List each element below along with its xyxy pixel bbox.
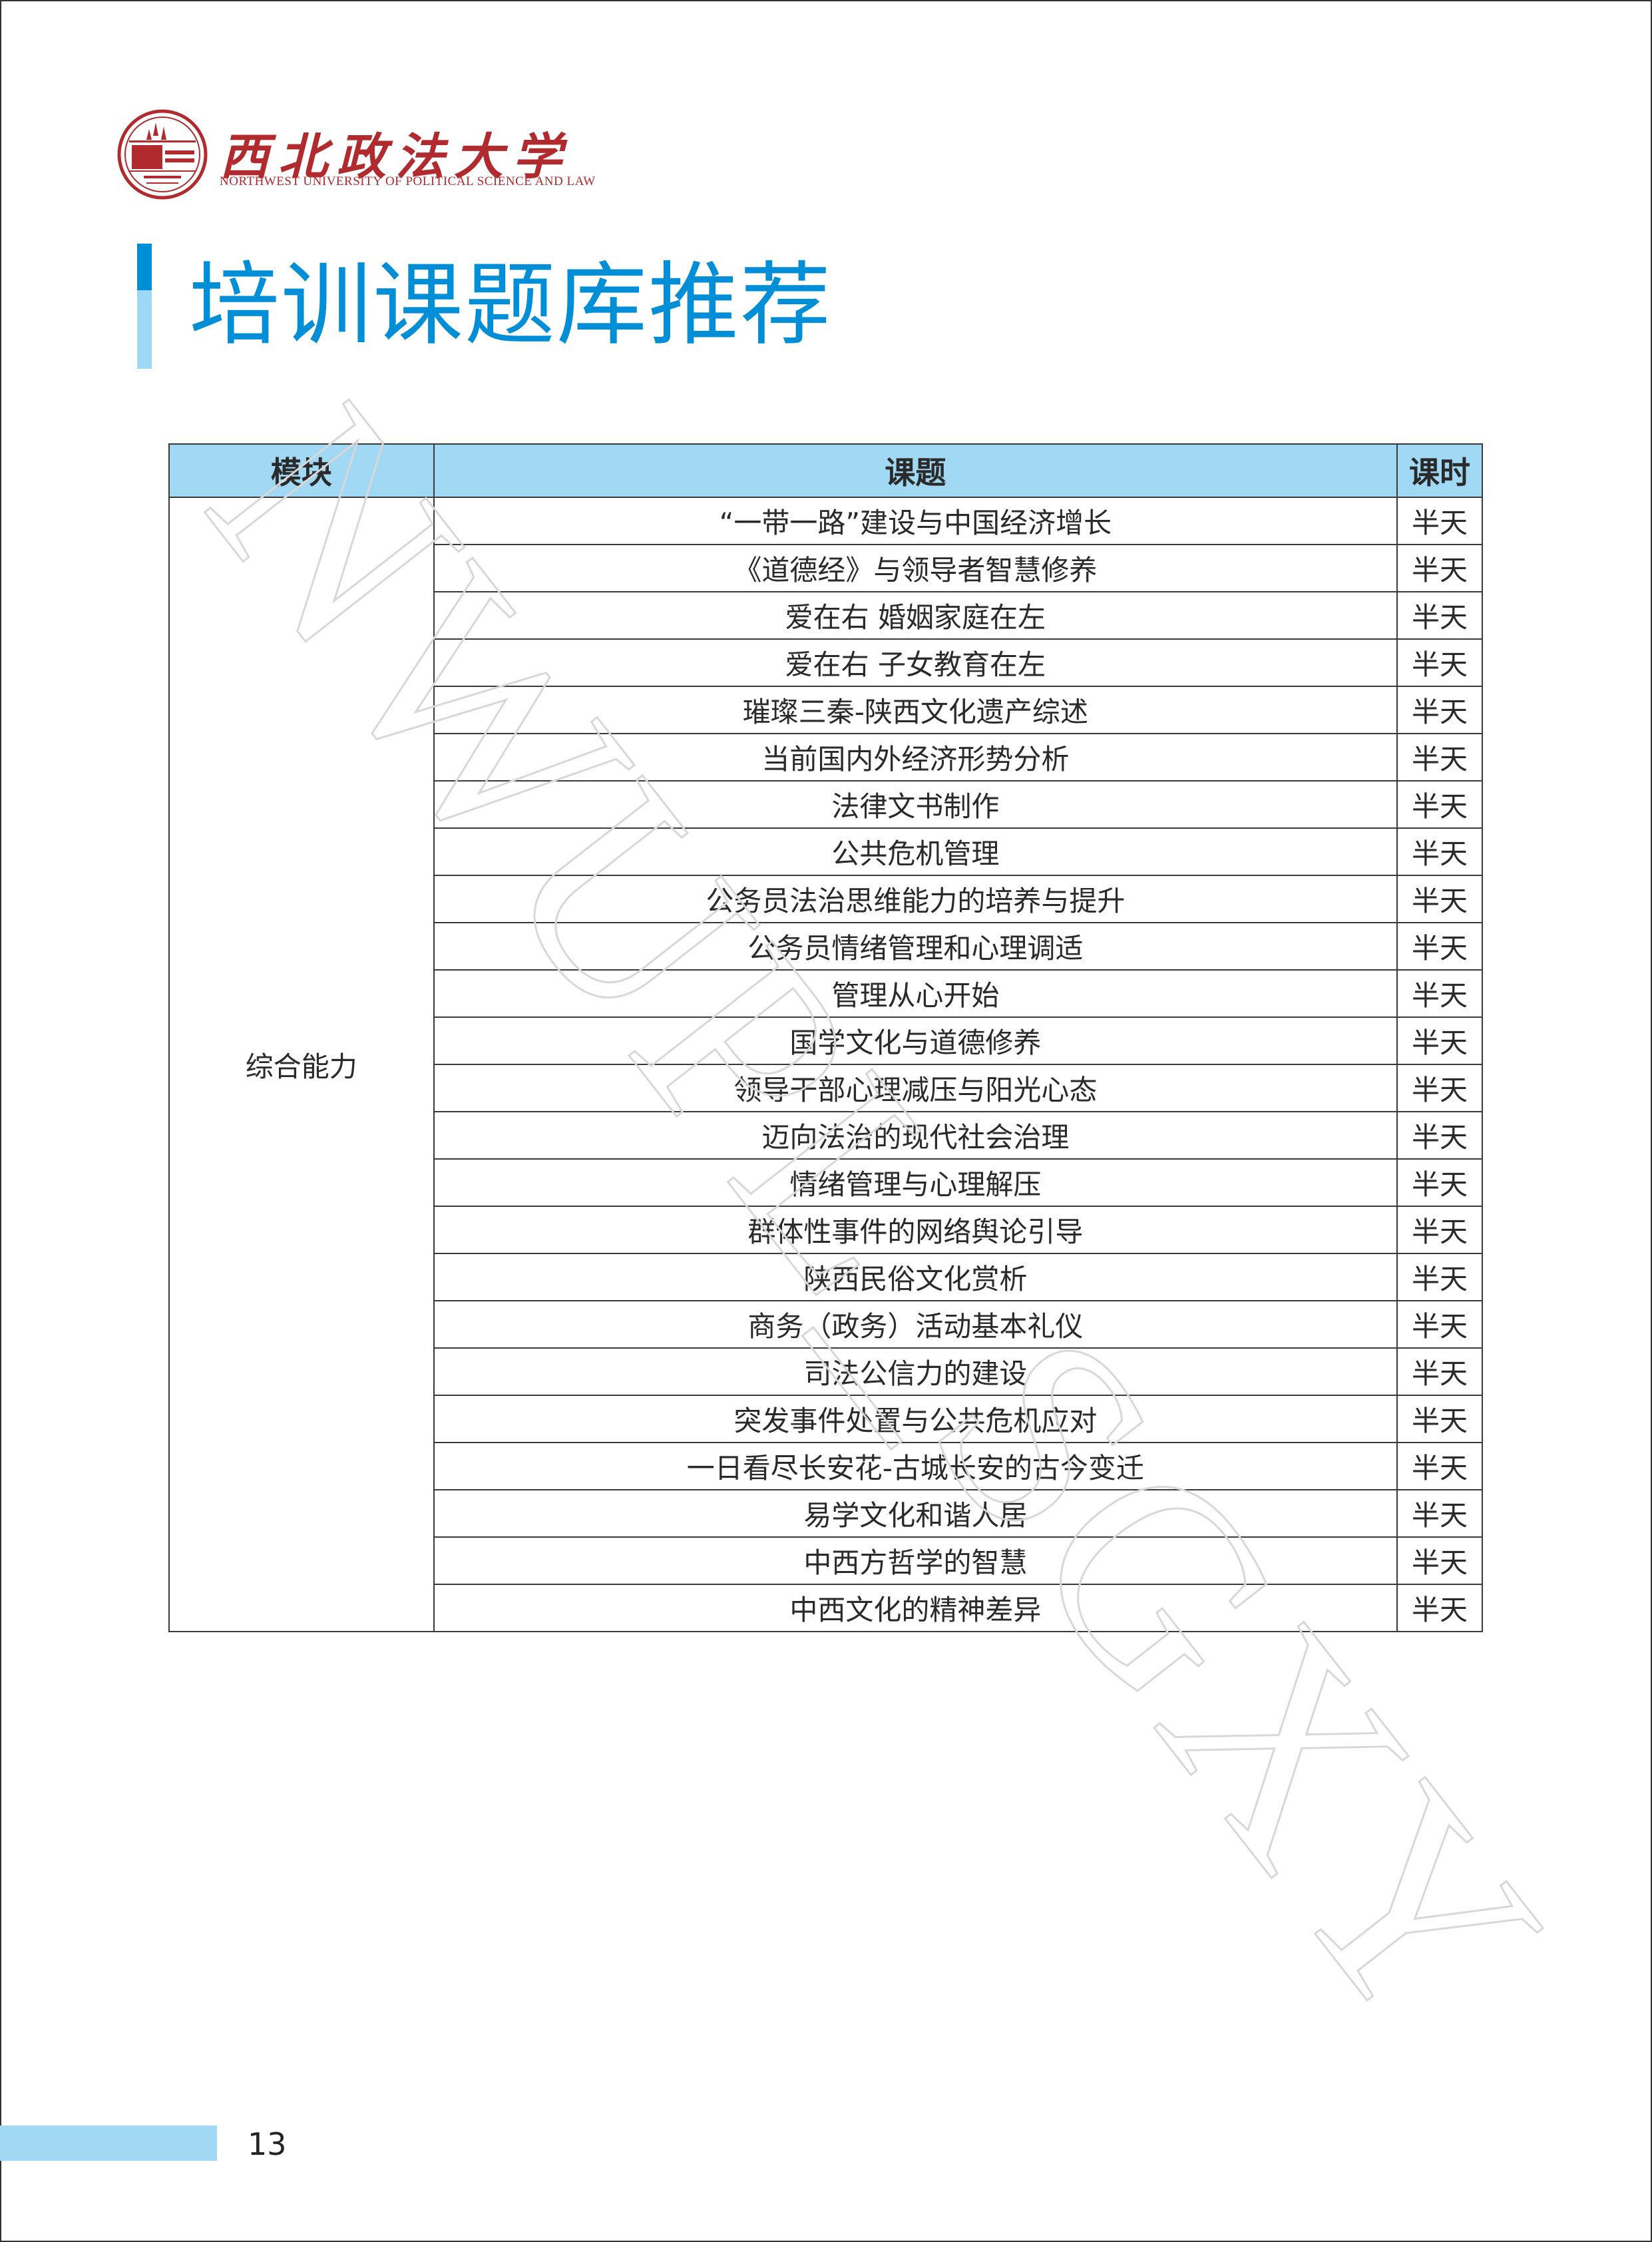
table-row: 商务（政务）活动基本礼仪 半天 — [169, 1300, 1483, 1349]
duration-cell: 半天 — [1396, 1206, 1483, 1254]
duration-cell: 半天 — [1396, 1584, 1483, 1632]
topic-cell: 爱在右 婚姻家庭在左 — [433, 591, 1398, 640]
table-row: 陕西民俗文化赏析 半天 — [169, 1253, 1483, 1301]
page-title: 培训课题库推荐 — [189, 253, 832, 358]
topic-cell: 中西文化的精神差异 — [433, 1584, 1398, 1632]
duration-cell: 半天 — [1396, 875, 1483, 923]
topic-cell: 陕西民俗文化赏析 — [433, 1253, 1398, 1301]
topic-cell: 易学文化和谐人居 — [433, 1489, 1398, 1538]
table-row: 中西文化的精神差异 半天 — [169, 1584, 1483, 1632]
topic-cell: 领导干部心理减压与阳光心态 — [433, 1064, 1398, 1112]
table-row: 公务员法治思维能力的培养与提升 半天 — [169, 875, 1483, 923]
topic-cell: 突发事件处置与公共危机应对 — [433, 1395, 1398, 1443]
table-row: 《道德经》与领导者智慧修养 半天 — [169, 544, 1483, 592]
duration-cell: 半天 — [1396, 827, 1483, 876]
table-row: 中西方哲学的智慧 半天 — [169, 1536, 1483, 1585]
topic-cell: 中西方哲学的智慧 — [433, 1536, 1398, 1585]
header-topic: 课题 — [433, 443, 1398, 498]
page-number: 13 — [248, 2126, 287, 2162]
topic-cell: “一带一路”建设与中国经济增长 — [433, 497, 1398, 545]
page-number-strip — [0, 2126, 217, 2161]
topic-cell: 迈向法治的现代社会治理 — [433, 1111, 1398, 1160]
title-accent-bar — [137, 244, 152, 290]
header-module: 模块 — [168, 443, 435, 498]
university-seal-logo — [117, 109, 208, 200]
table-row: 公务员情绪管理和心理调适 半天 — [169, 922, 1483, 971]
duration-cell: 半天 — [1396, 1016, 1483, 1065]
table-row: 一日看尽长安花-古城长安的古今变迁 半天 — [169, 1442, 1483, 1490]
table-row: 法律文书制作 半天 — [169, 780, 1483, 829]
table-row: 爱在右 子女教育在左 半天 — [169, 638, 1483, 687]
duration-cell: 半天 — [1396, 544, 1483, 592]
topic-cell: 当前国内外经济形势分析 — [433, 733, 1398, 782]
table-row: 国学文化与道德修养 半天 — [169, 1016, 1483, 1065]
table-header-row: 模块 课题 课时 — [168, 443, 1483, 498]
duration-cell: 半天 — [1396, 733, 1483, 782]
course-table: 模块 课题 课时 综合能力 “一带一路”建设与中国经济增长 半天 《道德经》与领导者智… — [168, 443, 1483, 1632]
table-row: 情绪管理与心理解压 半天 — [169, 1158, 1483, 1207]
topic-cell: 公共危机管理 — [433, 827, 1398, 876]
table-row: 易学文化和谐人居 半天 — [169, 1489, 1483, 1538]
duration-cell: 半天 — [1396, 1253, 1483, 1301]
topic-cell: 司法公信力的建设 — [433, 1347, 1398, 1396]
table-row: 公共危机管理 半天 — [169, 827, 1483, 876]
university-name-en: NORTHWEST UNIVERSITY OF POLITICAL SCIENC… — [220, 174, 596, 188]
title-accent-bar-light — [137, 290, 152, 369]
topic-cell: 管理从心开始 — [433, 969, 1398, 1018]
duration-cell: 半天 — [1396, 1395, 1483, 1443]
university-name-cn: 西北政法大学 — [220, 128, 571, 186]
duration-cell: 半天 — [1396, 591, 1483, 640]
duration-cell: 半天 — [1396, 686, 1483, 734]
duration-cell: 半天 — [1396, 1300, 1483, 1349]
duration-cell: 半天 — [1396, 922, 1483, 971]
topic-cell: 爱在右 子女教育在左 — [433, 638, 1398, 687]
topic-cell: 公务员情绪管理和心理调适 — [433, 922, 1398, 971]
topic-cell: 群体性事件的网络舆论引导 — [433, 1206, 1398, 1254]
table-row: 突发事件处置与公共危机应对 半天 — [169, 1395, 1483, 1443]
duration-cell: 半天 — [1396, 1064, 1483, 1112]
topic-cell: 法律文书制作 — [433, 780, 1398, 829]
module-cell: 综合能力 — [168, 497, 435, 1632]
topic-cell: 情绪管理与心理解压 — [433, 1158, 1398, 1207]
duration-cell: 半天 — [1396, 497, 1483, 545]
table-row: 领导干部心理减压与阳光心态 半天 — [169, 1064, 1483, 1112]
duration-cell: 半天 — [1396, 1347, 1483, 1396]
topic-cell: 《道德经》与领导者智慧修养 — [433, 544, 1398, 592]
table-row: 群体性事件的网络舆论引导 半天 — [169, 1206, 1483, 1254]
table-row: 司法公信力的建设 半天 — [169, 1347, 1483, 1396]
table-row: 综合能力 “一带一路”建设与中国经济增长 半天 — [168, 497, 1483, 1632]
duration-cell: 半天 — [1396, 780, 1483, 829]
table-row: 爱在右 婚姻家庭在左 半天 — [169, 591, 1483, 640]
duration-cell: 半天 — [1396, 1158, 1483, 1207]
table-row: 璀璨三秦-陕西文化遗产综述 半天 — [169, 686, 1483, 734]
duration-cell: 半天 — [1396, 1442, 1483, 1490]
topic-cell: 国学文化与道德修养 — [433, 1016, 1398, 1065]
topic-cell: 一日看尽长安花-古城长安的古今变迁 — [433, 1442, 1398, 1490]
duration-cell: 半天 — [1396, 969, 1483, 1018]
duration-cell: 半天 — [1396, 1536, 1483, 1585]
table-row: 当前国内外经济形势分析 半天 — [169, 733, 1483, 782]
topic-cell: 公务员法治思维能力的培养与提升 — [433, 875, 1398, 923]
topic-cell: 璀璨三秦-陕西文化遗产综述 — [433, 686, 1398, 734]
table-row: 迈向法治的现代社会治理 半天 — [169, 1111, 1483, 1160]
duration-cell: 半天 — [1396, 638, 1483, 687]
duration-cell: 半天 — [1396, 1489, 1483, 1538]
duration-cell: 半天 — [1396, 1111, 1483, 1160]
header-duration: 课时 — [1396, 443, 1483, 498]
topic-cell: 商务（政务）活动基本礼仪 — [433, 1300, 1398, 1349]
table-row: 管理从心开始 半天 — [169, 969, 1483, 1018]
